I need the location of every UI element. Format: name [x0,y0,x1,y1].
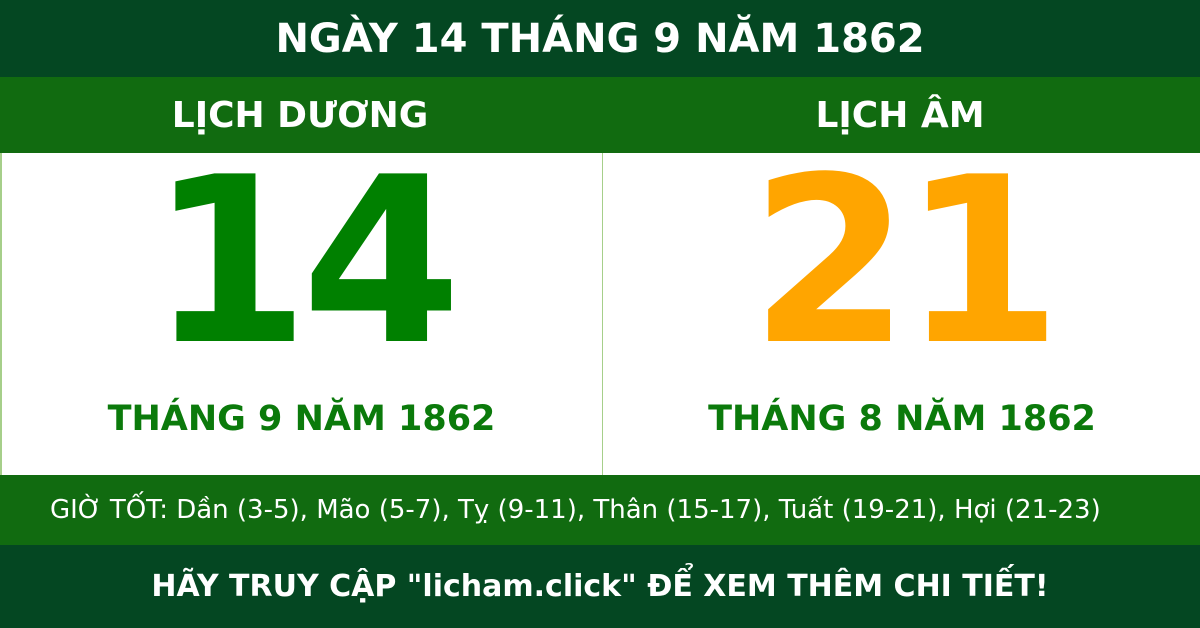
page-title: NGÀY 14 THÁNG 9 NĂM 1862 [275,15,925,62]
lunar-day: 21 [749,129,1062,396]
calendar-labels: LỊCH DƯƠNG LỊCH ÂM [0,77,1200,153]
lunar-panel: 21 THÁNG 8 NĂM 1862 [602,148,1200,475]
solar-label: LỊCH DƯƠNG [171,94,429,136]
title-banner: NGÀY 14 THÁNG 9 NĂM 1862 [0,0,1200,77]
solar-panel: 14 THÁNG 9 NĂM 1862 [2,148,601,475]
lunar-month-year: THÁNG 8 NĂM 1862 [708,399,1096,439]
calendar-body: 14 THÁNG 9 NĂM 1862 21 THÁNG 8 NĂM 1862 [0,148,1200,475]
footer-text: HÃY TRUY CẬP "licham.click" ĐỂ XEM THÊM … [151,569,1049,604]
solar-day: 14 [149,129,461,396]
solar-month-year: THÁNG 9 NĂM 1862 [107,399,496,439]
footer-banner: HÃY TRUY CẬP "licham.click" ĐỂ XEM THÊM … [0,545,1200,628]
good-hours-bar: GIỜ TỐT: Dần (3-5), Mão (5-7), Tỵ (9-11)… [0,475,1200,545]
good-hours-text: GIỜ TỐT: Dần (3-5), Mão (5-7), Tỵ (9-11)… [50,495,1101,525]
lunar-label: LỊCH ÂM [815,94,985,136]
